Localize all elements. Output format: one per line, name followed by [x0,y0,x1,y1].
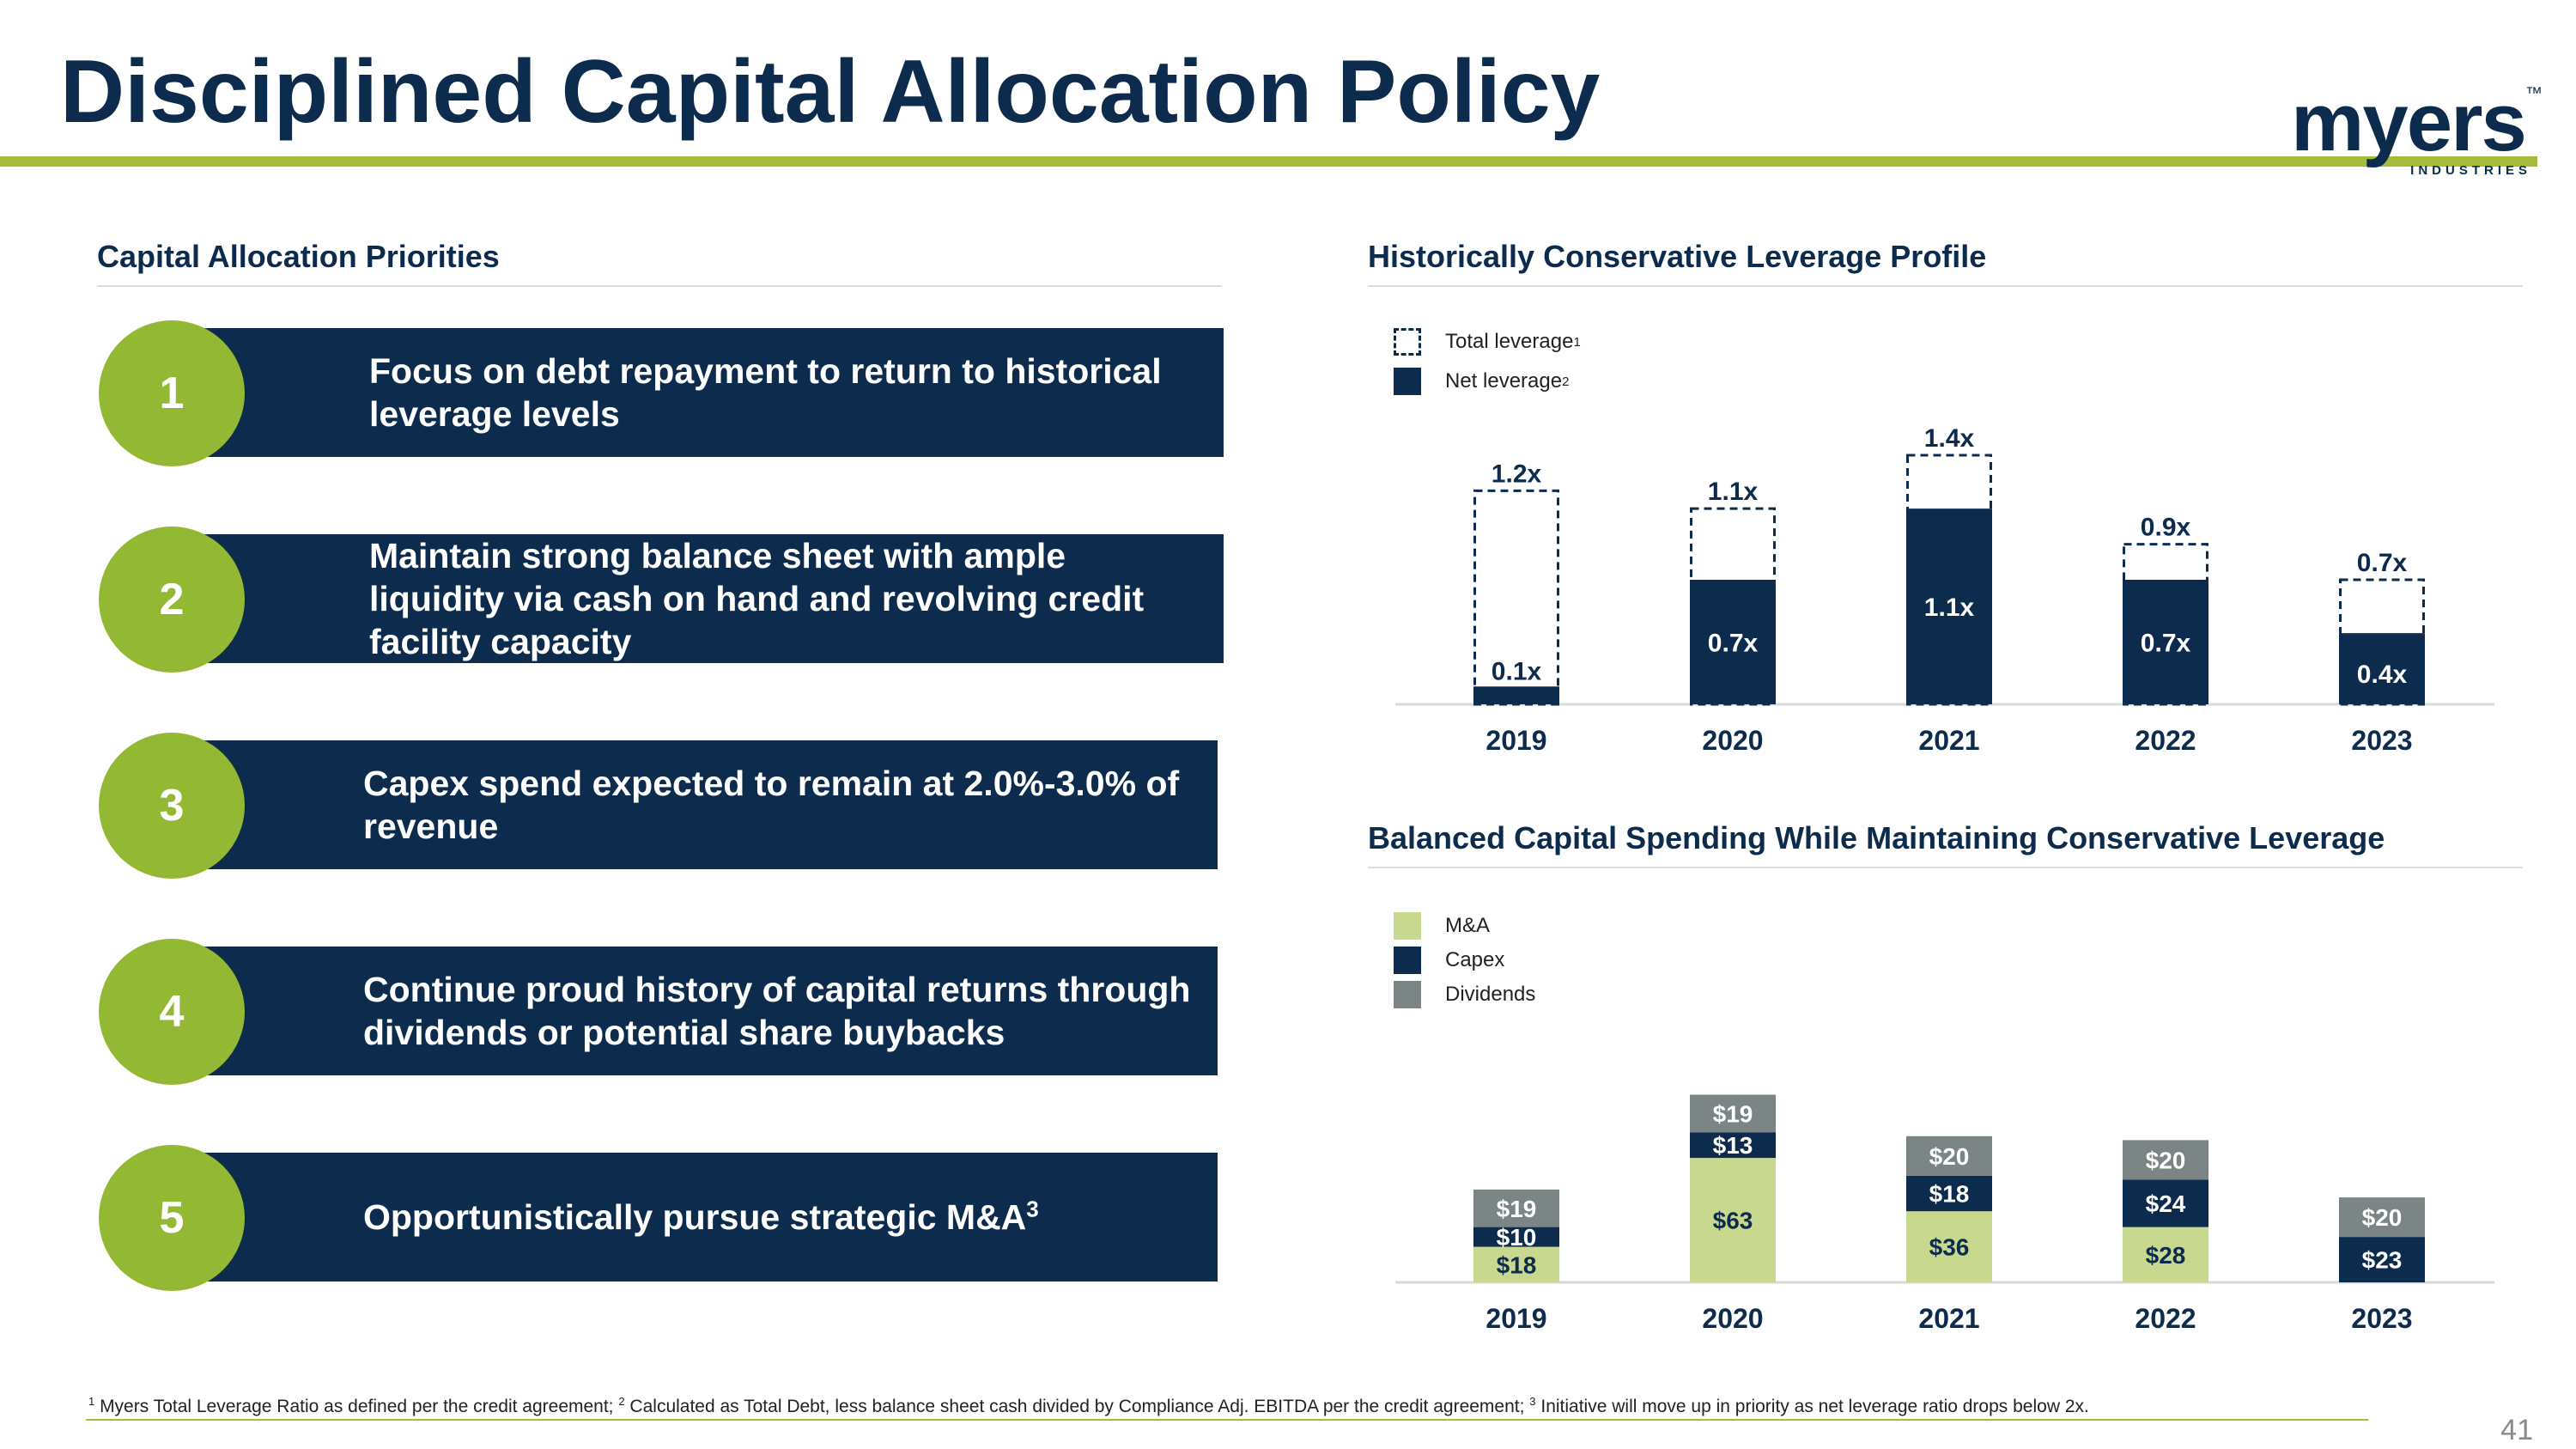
total-leverage-label-2020: 1.1x [1708,478,1759,506]
legend-net-leverage: Net leverage 2 [1394,362,1581,401]
capex-label-2019: $10 [1497,1224,1537,1251]
capex-label-2023: $23 [2362,1247,2403,1274]
x-tick-2022: 2022 [2135,725,2196,756]
priority-5-bar: Opportunistically pursue strategic M&A3 [197,1153,1218,1282]
logo-wordmark: myers™ [2291,76,2543,168]
net-leverage-label-2020: 0.7x [1708,630,1759,658]
x-tick-2022: 2022 [2135,1303,2196,1334]
footnote: 1 Myers Total Leverage Ratio as defined … [88,1395,2089,1416]
legend-swatch-total [1394,328,1421,356]
x-tick-2020: 2020 [1702,1303,1763,1334]
dividends-label-2022: $20 [2146,1147,2186,1173]
x-tick-2019: 2019 [1485,1303,1546,1334]
priority-3-number: 3 [99,733,245,879]
capex-label-2022: $24 [2146,1190,2186,1217]
ma-bar-2022 [2123,1227,2208,1282]
legend-swatch-dividends [1394,981,1421,1008]
dividends-bar-2023 [2339,1197,2425,1238]
dividends-bar-2021 [1906,1135,1992,1176]
priority-4-text: Continue proud history of capital return… [363,969,1191,1052]
dividends-bar-2022 [2123,1140,2208,1180]
dividends-label-2021: $20 [1929,1143,1970,1170]
ma-label-2021: $36 [1929,1234,1970,1261]
ma-label-2022: $28 [2146,1242,2186,1269]
total-leverage-label-2019: 1.2x [1492,460,1542,488]
legend-swatch-ma [1394,912,1421,940]
logo-subtitle: INDUSTRIES [2410,163,2531,179]
page-title: Disciplined Capital Allocation Policy [60,42,1601,142]
net-leverage-bar-2020 [1690,580,1776,704]
dividends-label-2019: $19 [1497,1196,1537,1222]
net-leverage-label-2022: 0.7x [2141,630,2191,658]
ma-bar-2020 [1690,1158,1776,1282]
legend-ma: M&A [1394,909,1535,943]
title-rule [0,156,2537,167]
x-tick-2019: 2019 [1485,725,1546,756]
priority-3-bar: Capex spend expected to remain at 2.0%-3… [197,740,1218,869]
priorities-heading: Capital Allocation Priorities [97,239,1222,287]
capital-chart-title: Balanced Capital Spending While Maintain… [1368,820,2523,868]
priority-3-text: Capex spend expected to remain at 2.0%-3… [363,763,1180,846]
leverage-chart-title: Historically Conservative Leverage Profi… [1368,239,2523,287]
priority-2-bar: Maintain strong balance sheet with ample… [197,534,1224,663]
capex-label-2020: $13 [1713,1132,1753,1159]
ma-label-2020: $63 [1713,1208,1753,1234]
total-leverage-bar-2023 [2339,578,2425,706]
x-tick-2023: 2023 [2351,1303,2412,1334]
total-leverage-bar-2020 [1690,507,1776,706]
total-leverage-bar-2021 [1906,454,1992,706]
x-tick-2023: 2023 [2351,725,2412,756]
legend-dividends: Dividends [1394,977,1535,1012]
legend-capex: Capex [1394,943,1535,977]
net-leverage-bar-2019 [1473,686,1559,704]
net-leverage-label-2021: 1.1x [1924,594,1975,622]
priority-1-text: Focus on debt repayment to return to his… [369,350,1162,434]
x-tick-2020: 2020 [1702,725,1763,756]
x-tick-2021: 2021 [1918,725,1979,756]
capex-bar-2022 [2123,1179,2208,1227]
priority-2-number: 2 [99,527,245,673]
legend-total-leverage: Total leverage 1 [1394,322,1581,362]
priority-5-number: 5 [99,1145,245,1291]
x-tick-2021: 2021 [1918,1303,1979,1334]
capital-chart: $18$10$192019$63$13$192020$36$18$202021$… [1395,1094,2494,1334]
capex-bar-2023 [2339,1237,2425,1282]
capital-legend: M&A Capex Dividends [1394,909,1535,1012]
capex-bar-2019 [1473,1227,1559,1247]
priority-1-bar: Focus on debt repayment to return to his… [197,328,1224,457]
priority-1-number: 1 [99,320,245,466]
priority-5-text: Opportunistically pursue strategic M&A3 [363,1196,1039,1237]
capex-bar-2020 [1690,1132,1776,1159]
capex-label-2021: $18 [1929,1181,1970,1208]
company-logo: myers™ INDUSTRIES [2291,76,2543,179]
total-leverage-label-2022: 0.9x [2141,514,2191,542]
dividends-label-2023: $20 [2362,1204,2403,1231]
total-leverage-label-2023: 0.7x [2357,549,2408,577]
dividends-bar-2019 [1473,1189,1559,1227]
priority-4-number: 4 [99,939,245,1085]
total-leverage-label-2021: 1.4x [1924,424,1975,453]
total-leverage-bar-2019 [1473,489,1559,706]
leverage-chart: 1.2x 0.1x 2019 1.1x 0.7x 2020 1.4x 1.1x 2021 0.9x… [1395,424,2494,756]
capex-bar-2021 [1906,1175,1992,1212]
leverage-legend: Total leverage 1 Net leverage 2 [1394,322,1581,401]
page-number: 41 [2500,1414,2533,1446]
net-leverage-label-2019: 0.1x [1492,657,1542,685]
net-leverage-label-2023: 0.4x [2357,661,2408,689]
total-leverage-bar-2022 [2123,543,2208,706]
net-leverage-bar-2023 [2339,633,2425,704]
legend-swatch-net [1394,368,1421,395]
legend-swatch-capex [1394,947,1421,974]
ma-bar-2021 [1906,1211,1992,1282]
ma-bar-2019 [1473,1246,1559,1282]
priority-4-bar: Continue proud history of capital return… [197,947,1218,1075]
dividends-label-2020: $19 [1713,1100,1753,1127]
net-leverage-bar-2021 [1906,508,1992,704]
footer-rule [86,1419,2368,1421]
ma-label-2019: $18 [1497,1251,1537,1278]
priority-2-text: Maintain strong balance sheet with ample… [369,535,1145,662]
net-leverage-bar-2022 [2123,580,2208,704]
dividends-bar-2020 [1690,1094,1776,1133]
